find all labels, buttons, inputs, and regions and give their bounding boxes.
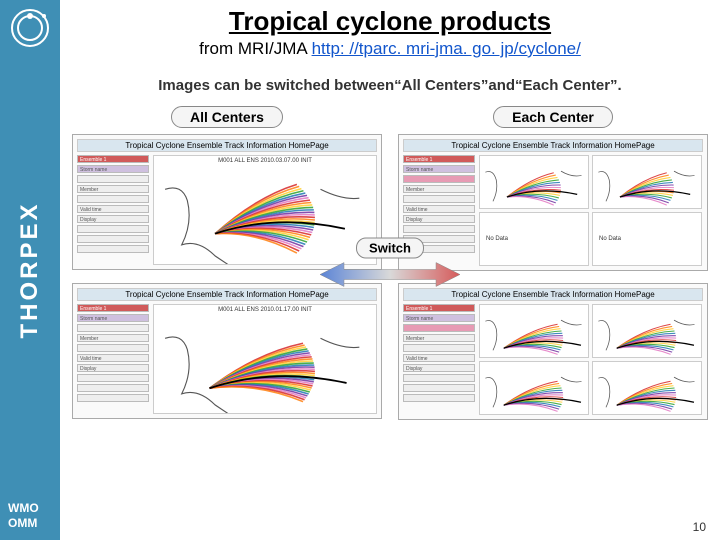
thorpex-logo-icon [6, 4, 54, 52]
panel-title: Tropical Cyclone Ensemble Track Informat… [77, 288, 377, 301]
map-sm: No Data [479, 212, 589, 266]
side-control [403, 344, 475, 352]
source-link[interactable]: http: //tparc. mri-jma. go. jp/cyclone/ [312, 39, 581, 58]
switch-label: Switch [356, 238, 424, 259]
side-control: Storm name [403, 314, 475, 322]
panel-title: Tropical Cyclone Ensemble Track Informat… [77, 139, 377, 152]
side-control [77, 245, 149, 253]
side-control [403, 175, 475, 183]
col-all-bottom: Tropical Cyclone Ensemble Track Informat… [72, 283, 382, 420]
panel-all-2: Tropical Cyclone Ensemble Track Informat… [72, 283, 382, 419]
side-controls: Ensemble 1 Storm name Member Valid time Disp… [403, 304, 475, 415]
subtitle-from: from MRI/JMA [199, 39, 311, 58]
nodata-label: No Data [599, 236, 621, 242]
map-sm [479, 304, 589, 358]
side-control [403, 374, 475, 382]
side-controls: Ensemble 1 Storm name Member Valid time Disp… [77, 304, 149, 414]
side-control [77, 225, 149, 233]
side-control: Member [77, 334, 149, 342]
side-control: Storm name [77, 314, 149, 322]
wmo-line2: OMM [8, 516, 39, 530]
side-control [403, 225, 475, 233]
panel-title: Tropical Cyclone Ensemble Track Informat… [403, 288, 703, 301]
side-control: Ensemble 1 [403, 155, 475, 163]
content-area: Tropical cyclone products from MRI/JMA h… [60, 0, 720, 540]
map-sm [592, 155, 702, 209]
side-control [77, 344, 149, 352]
side-controls: Ensemble 1 Storm name Member Valid time Disp… [77, 155, 149, 265]
left-rail: THORPEX WMO OMM [0, 0, 60, 540]
side-control [403, 195, 475, 203]
side-control [77, 175, 149, 183]
panel-title: Tropical Cyclone Ensemble Track Informat… [403, 139, 703, 152]
panel-each-2: Tropical Cyclone Ensemble Track Informat… [398, 283, 708, 420]
side-control [403, 324, 475, 332]
side-control [403, 394, 475, 402]
double-arrow-icon [320, 261, 460, 289]
panel-grid: Switch All Centers Tropical Cyclone Ense… [72, 106, 708, 420]
side-control: Valid time [403, 205, 475, 213]
side-control [77, 384, 149, 392]
map-sm: No Data [592, 212, 702, 266]
side-control: Valid time [77, 354, 149, 362]
page-title: Tropical cyclone products [72, 6, 708, 37]
pill-all: All Centers [171, 106, 283, 128]
side-control: Storm name [403, 165, 475, 173]
map-sm [479, 155, 589, 209]
subtitle: from MRI/JMA http: //tparc. mri-jma. go.… [72, 39, 708, 59]
nodata-label: No Data [486, 236, 508, 242]
switch-indicator: Switch [320, 238, 460, 289]
side-control: Ensemble 1 [403, 304, 475, 312]
rail-brand: THORPEX [16, 120, 44, 420]
side-control: Display [77, 364, 149, 372]
side-control: Display [77, 215, 149, 223]
pill-each: Each Center [493, 106, 613, 128]
side-control [77, 394, 149, 402]
page-number: 10 [693, 520, 706, 534]
side-control: Ensemble 1 [77, 304, 149, 312]
side-control: Member [77, 185, 149, 193]
map-sm [592, 361, 702, 415]
side-control [77, 235, 149, 243]
side-control [77, 324, 149, 332]
caption: Images can be switched between“All Cente… [72, 77, 708, 94]
side-control: Valid time [403, 354, 475, 362]
cyclone-tracks-icon [154, 305, 376, 414]
map-sm [479, 361, 589, 415]
side-control: Valid time [77, 205, 149, 213]
side-control [77, 374, 149, 382]
wmo-label: WMO OMM [8, 501, 39, 530]
side-control: Member [403, 185, 475, 193]
side-control: Storm name [77, 165, 149, 173]
map-all-2: M001 ALL ENS 2010.01.17.00 INIT [153, 304, 377, 414]
side-control: Display [403, 364, 475, 372]
side-control: Member [403, 334, 475, 342]
side-control [403, 384, 475, 392]
side-control [77, 195, 149, 203]
side-control: Ensemble 1 [77, 155, 149, 163]
wmo-line1: WMO [8, 501, 39, 515]
col-each-bottom: Tropical Cyclone Ensemble Track Informat… [398, 283, 708, 420]
map-sm [592, 304, 702, 358]
side-control: Display [403, 215, 475, 223]
